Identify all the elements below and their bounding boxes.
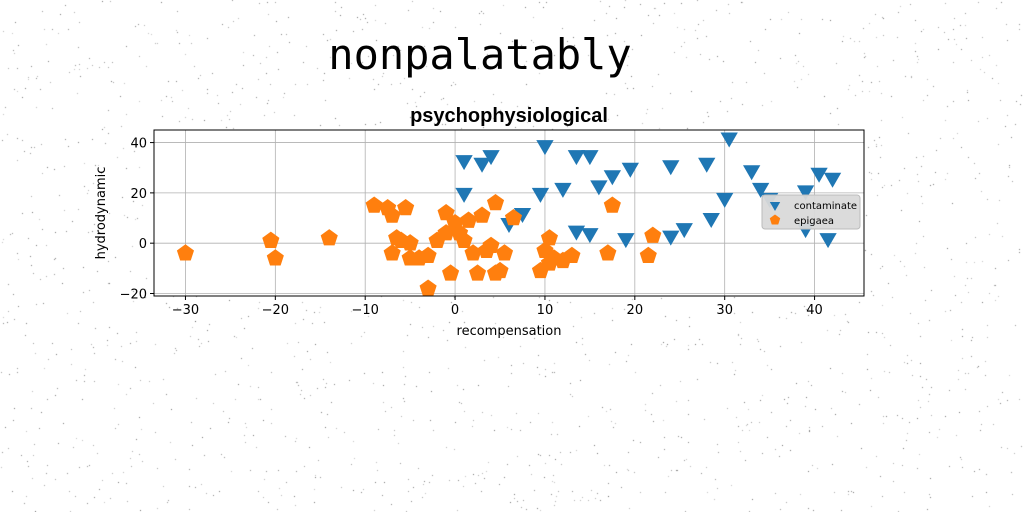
data-point-contaminate: [662, 160, 680, 176]
data-point-contaminate: [702, 213, 720, 229]
data-point-contaminate: [819, 233, 837, 249]
chart-title: psychophysiological: [410, 105, 608, 127]
data-point-epigaea: [419, 246, 437, 264]
y-tick-label: 20: [130, 187, 147, 202]
data-point-contaminate: [716, 192, 734, 208]
data-point-epigaea: [262, 231, 280, 248]
data-point-contaminate: [603, 170, 622, 186]
data-point-epigaea: [460, 211, 478, 228]
data-point-contaminate: [662, 230, 680, 246]
data-point-epigaea: [419, 279, 437, 296]
data-point-epigaea: [639, 246, 657, 264]
data-point-contaminate: [554, 182, 572, 198]
data-point-epigaea: [176, 244, 195, 261]
data-point-contaminate: [675, 223, 693, 239]
data-point-epigaea: [397, 198, 415, 216]
data-point-epigaea: [464, 244, 482, 261]
data-point-epigaea: [266, 249, 284, 266]
data-point-contaminate: [742, 165, 761, 181]
data-point-epigaea: [603, 196, 621, 213]
data-point-contaminate: [698, 157, 716, 173]
data-point-epigaea: [401, 234, 419, 251]
data-points: [176, 132, 842, 296]
data-point-contaminate: [590, 180, 608, 196]
figure-suptitle: nonpalatably: [328, 30, 632, 79]
x-tick-label: 30: [716, 303, 733, 318]
y-tick-label: −20: [120, 287, 147, 302]
data-point-epigaea: [599, 244, 617, 261]
data-point-contaminate: [536, 140, 554, 156]
y-tick-label: 0: [139, 237, 147, 252]
data-point-epigaea: [504, 209, 523, 226]
data-point-epigaea: [468, 264, 487, 281]
data-point-epigaea: [455, 231, 473, 248]
legend-label-contaminate: contaminate: [794, 201, 857, 212]
data-point-epigaea: [442, 264, 460, 281]
data-point-epigaea: [495, 244, 514, 261]
legend-marker-contaminate: [769, 202, 781, 211]
data-point-epigaea: [563, 246, 581, 264]
data-point-contaminate: [720, 132, 738, 148]
data-point-contaminate: [482, 150, 500, 166]
data-point-epigaea: [482, 236, 500, 253]
data-point-epigaea: [320, 229, 338, 246]
y-tick-label: 40: [130, 137, 147, 152]
data-point-contaminate: [796, 185, 815, 201]
y-axis-title: hydrodynamic: [94, 167, 109, 260]
data-point-epigaea: [540, 254, 558, 271]
data-point-epigaea: [437, 204, 455, 221]
x-tick-label: 10: [537, 303, 554, 318]
data-point-contaminate: [810, 167, 828, 183]
data-point-contaminate: [567, 150, 586, 166]
data-point-epigaea: [473, 206, 491, 223]
plot-frame: [153, 129, 865, 297]
data-point-contaminate: [617, 233, 635, 249]
x-tick-label: 40: [806, 303, 823, 318]
data-point-contaminate: [567, 225, 586, 241]
data-point-contaminate: [751, 182, 770, 198]
x-tick-label: 0: [451, 303, 459, 318]
data-point-epigaea: [383, 244, 401, 261]
data-point-epigaea: [365, 196, 383, 213]
data-point-epigaea: [491, 261, 509, 279]
data-point-contaminate: [531, 187, 550, 203]
axis-ticks: −30 −20 −10 0 10 20 30 40 −20 0 20 40: [120, 137, 823, 318]
data-point-contaminate: [823, 172, 842, 188]
data-point-contaminate: [621, 162, 639, 178]
x-axis-title: recompensation: [457, 324, 562, 339]
data-point-contaminate: [581, 150, 599, 166]
data-point-contaminate: [455, 155, 473, 171]
data-point-epigaea: [540, 229, 558, 246]
data-point-epigaea: [644, 226, 662, 243]
legend: contaminate epigaea: [761, 194, 861, 230]
data-point-contaminate: [455, 187, 473, 203]
x-tick-label: −20: [262, 303, 289, 318]
x-tick-label: 20: [627, 303, 644, 318]
x-tick-label: −10: [351, 303, 378, 318]
data-point-contaminate: [581, 228, 599, 244]
legend-label-epigaea: epigaea: [794, 216, 834, 227]
x-tick-label: −30: [172, 303, 199, 318]
data-point-contaminate: [473, 157, 491, 173]
legend-box: [761, 194, 861, 230]
data-point-contaminate: [513, 208, 532, 223]
legend-marker-epigaea: [769, 214, 781, 225]
data-point-epigaea: [383, 206, 401, 223]
data-point-epigaea: [486, 193, 505, 211]
